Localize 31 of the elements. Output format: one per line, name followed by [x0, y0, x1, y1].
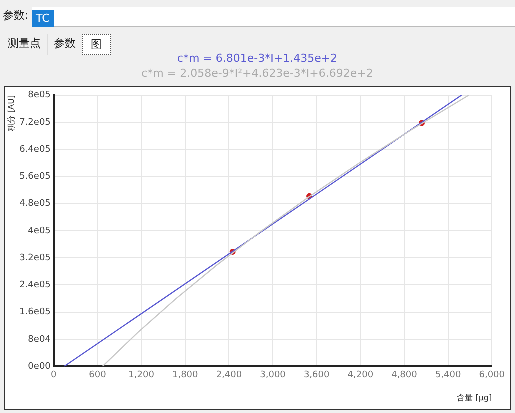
x-tick-label: 3,000	[260, 370, 286, 380]
x-tick-label: 1,200	[128, 370, 155, 380]
text-field: TC	[32, 7, 515, 27]
chart-subtitle: c*m = 2.058e-9*I²+4.623e-3*I+6.692e+2	[140, 67, 374, 80]
x-tick-label: 600	[89, 370, 107, 380]
y-tick-label: 4.8e05	[20, 199, 51, 210]
text: 参数	[53, 36, 77, 52]
x-tick-label: 3,600	[304, 370, 330, 380]
x-tick-label: 4,200	[348, 370, 374, 380]
y-tick-label: 6.4e05	[20, 144, 51, 155]
y-tick-label: 8e04	[28, 334, 52, 345]
y-tick-label: 1.6e05	[20, 308, 51, 318]
y-axis-title: 积分 [AU]	[6, 95, 16, 132]
x-tick-label: 6,000	[479, 370, 506, 380]
text: 参数:	[3, 8, 29, 23]
x-tick-label: 1,800	[172, 370, 199, 380]
x-tick-label: 2,400	[216, 370, 242, 380]
y-tick-label: 4e05	[28, 226, 51, 236]
y-tick-label: 0e00	[28, 362, 52, 372]
x-tick-label: 0	[51, 370, 58, 380]
y-tick-label: 5.6e05	[20, 172, 51, 182]
y-tick-label: 7.2e05	[20, 118, 51, 128]
text: 测量点	[2, 34, 48, 55]
y-tick-label: 2.4e05	[20, 280, 51, 291]
chart-title: c*m = 6.801e-3*I+1.435e+2	[176, 52, 339, 65]
x-tick-label: 4,800	[392, 370, 418, 380]
y-tick-label: 8e05	[28, 90, 51, 101]
x-axis-title: 含量 [μg]	[457, 393, 492, 402]
text: 图	[82, 34, 111, 55]
x-tick-label: 5,400	[435, 370, 462, 380]
y-tick-label: 3.2e05	[20, 253, 51, 264]
